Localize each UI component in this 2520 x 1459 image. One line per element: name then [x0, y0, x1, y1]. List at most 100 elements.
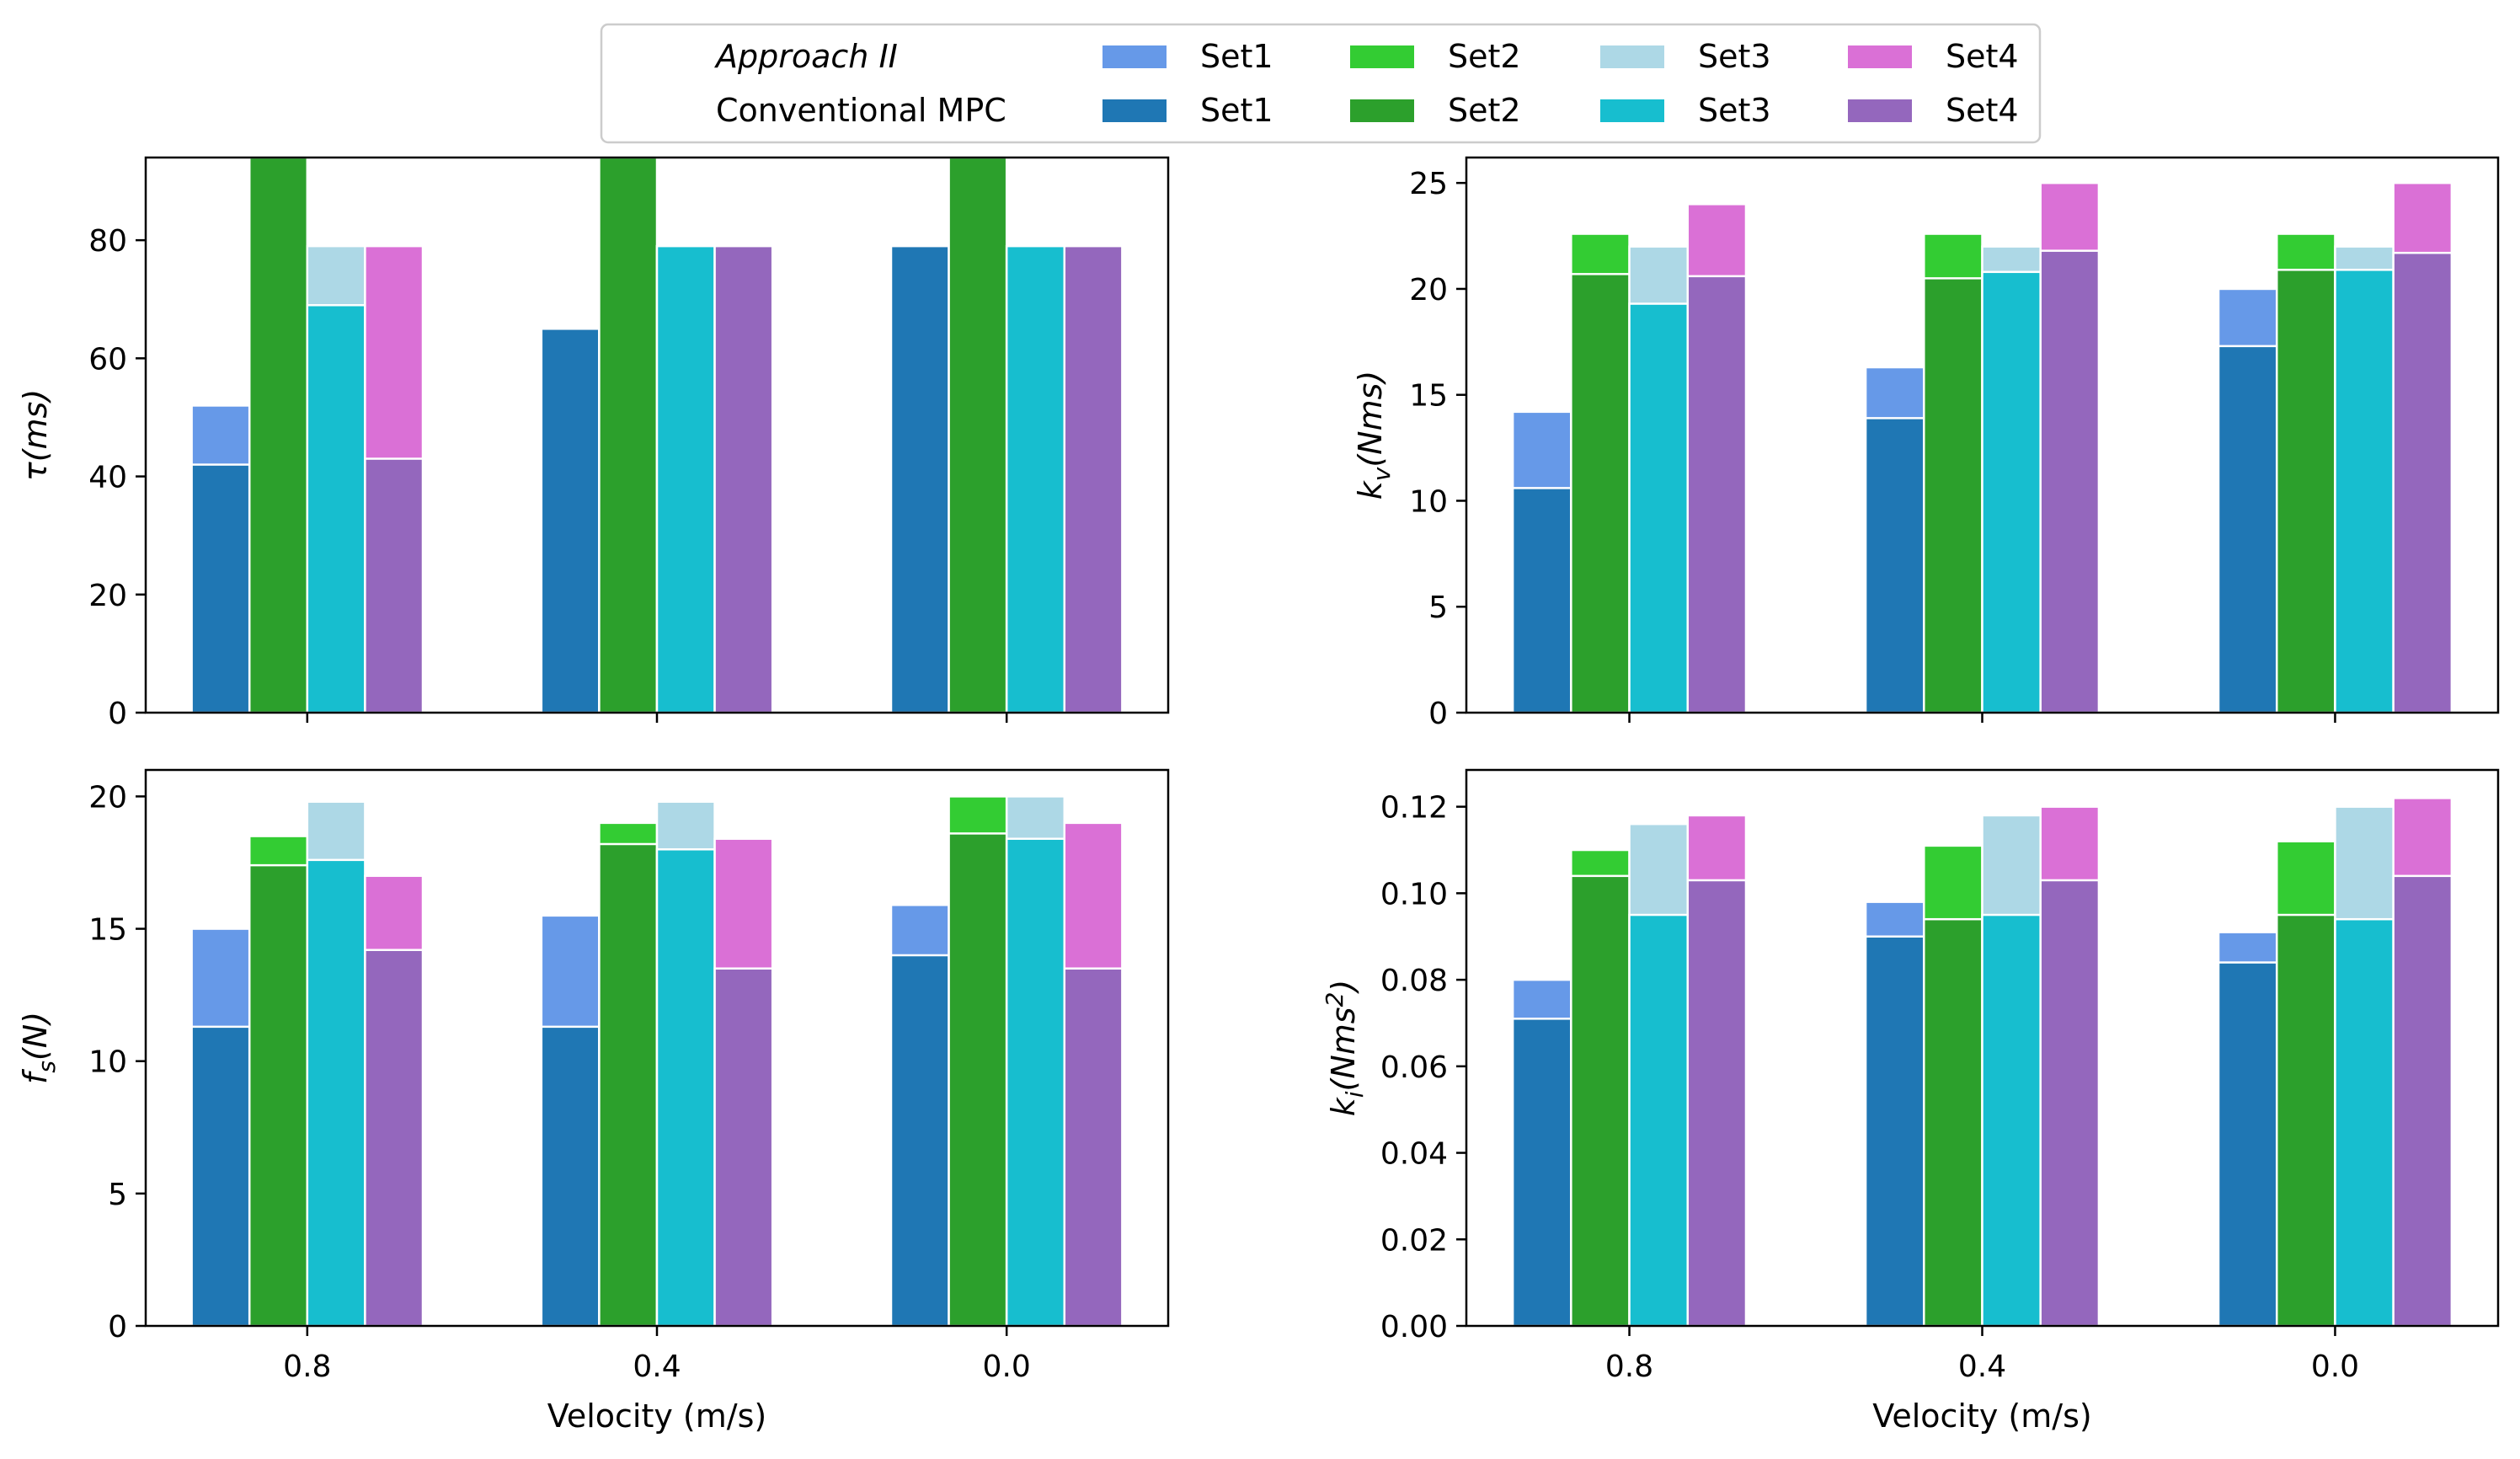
legend-swatch-approach-set2	[1350, 45, 1414, 68]
plot-frame	[1465, 156, 2500, 714]
bar-conventional-set1-0.8	[1511, 487, 1572, 713]
x-tick-label: 0.4	[633, 1349, 681, 1384]
x-tick-label: 0.8	[283, 1349, 331, 1384]
bar-conventional-set3-0.8	[306, 858, 366, 1326]
bar-conventional-set3-0.0	[2334, 269, 2395, 713]
y-tick-label: 0	[1428, 697, 1448, 731]
bar-conventional-set3-0.8	[1628, 302, 1690, 713]
y-tick-label: 60	[88, 342, 127, 377]
bar-conventional-set3-0.8	[306, 304, 366, 713]
bar-conventional-set3-0.4	[1981, 913, 2042, 1326]
y-tick-label: 0	[108, 1310, 127, 1344]
legend-conventional-label: Conventional MPC	[716, 92, 1006, 129]
bars	[1511, 181, 2453, 713]
y-axis-label: τ(ms)	[17, 389, 54, 481]
bar-conventional-set1-0.0	[2217, 961, 2278, 1326]
y-tick-label: 5	[1428, 591, 1448, 625]
bar-conventional-set2-0.4	[598, 158, 659, 713]
legend-swatch-conventional-set1	[1102, 99, 1167, 122]
chart-tau: 0 20 40 60 80 τ(ms)	[17, 156, 1170, 731]
bar-conventional-set2-0.8	[1570, 874, 1631, 1326]
legend-swatch-approach-set1	[1102, 45, 1167, 68]
x-tick-label: 0.0	[983, 1349, 1031, 1384]
x-tick-label: 0.8	[1605, 1349, 1653, 1384]
bar-conventional-set3-0.8	[1628, 913, 1690, 1326]
bar-conventional-set4-0.0	[1063, 244, 1124, 713]
x-axis-label: Velocity (m/s)	[547, 1398, 766, 1435]
legend-label-conventional-set2: Set2	[1448, 92, 1521, 129]
legend-label-approach-set1: Set1	[1200, 38, 1273, 75]
y-axis-label: ki(Nms2)	[1321, 980, 1369, 1117]
bar-conventional-set4-0.4	[2039, 249, 2101, 713]
plot-frame	[144, 156, 1170, 714]
x-axis-label: Velocity (m/s)	[1872, 1398, 2091, 1435]
legend-label-conventional-set1: Set1	[1200, 92, 1273, 129]
y-tick-label: 15	[88, 913, 127, 948]
bar-conventional-set4-0.0	[2392, 251, 2453, 713]
legend-entries: Set1 Set1 Set2 Set2 Set3 Set3 Set4 Set4	[1102, 38, 2019, 129]
bar-conventional-set4-0.4	[713, 244, 774, 713]
bar-conventional-set1-0.4	[1864, 935, 1925, 1326]
legend-label-conventional-set3: Set3	[1698, 92, 1771, 129]
y-tick-label: 5	[108, 1178, 127, 1212]
y-axis-label: kv(Nms)	[1352, 371, 1396, 500]
bar-conventional-set1-0.0	[889, 244, 950, 713]
y-tick-label: 10	[88, 1045, 127, 1080]
y-tick-label: 0.06	[1380, 1050, 1448, 1085]
x-tick-label: 0.0	[2311, 1349, 2359, 1384]
bar-conventional-set2-0.4	[1923, 277, 1983, 713]
bar-conventional-set2-0.0	[948, 158, 1008, 713]
y-tick-label: 0.12	[1380, 791, 1448, 826]
y-tick-label: 25	[1409, 167, 1448, 201]
y-tick-label: 20	[1409, 273, 1448, 307]
bar-conventional-set2-0.0	[948, 832, 1008, 1326]
bar-conventional-set3-0.4	[1981, 270, 2042, 713]
plot-frame	[1465, 768, 2500, 1328]
bar-conventional-set4-0.4	[2039, 879, 2101, 1326]
bar-conventional-set1-0.8	[1511, 1018, 1572, 1326]
bar-conventional-set4-0.8	[364, 949, 424, 1326]
y-tick-label: 15	[1409, 379, 1448, 414]
bar-conventional-set2-0.4	[1923, 917, 1983, 1326]
bar-conventional-set1-0.8	[190, 1025, 251, 1326]
y-tick-label: 10	[1409, 484, 1448, 519]
y-tick-label: 0.08	[1380, 964, 1448, 998]
bar-conventional-set4-0.8	[364, 457, 424, 713]
bar-conventional-set3-0.0	[2334, 917, 2395, 1326]
legend-swatch-conventional-set3	[1600, 99, 1664, 122]
bar-conventional-set4-0.8	[1686, 275, 1748, 713]
legend-label-approach-set4: Set4	[1946, 38, 2019, 75]
chart-fs: 0.8 0.4 0.0 0 5 10 15 20 fs(N) Velocity (m/s)	[17, 768, 1170, 1435]
bar-conventional-set1-0.4	[540, 328, 601, 713]
y-tick-label: 80	[88, 224, 127, 259]
bar-conventional-set4-0.8	[1686, 879, 1748, 1326]
bar-conventional-set1-0.0	[2217, 345, 2278, 713]
bar-conventional-set4-0.0	[1063, 967, 1124, 1326]
plot-frame	[144, 768, 1170, 1328]
bars	[190, 795, 1124, 1326]
bar-conventional-set2-0.4	[598, 842, 659, 1326]
legend: Approach II Conventional MPC Set1Set1Set…	[600, 23, 2042, 144]
bar-conventional-set4-0.0	[2392, 874, 2453, 1326]
bar-conventional-set2-0.0	[2275, 913, 2336, 1326]
y-tick-label: 0.10	[1380, 877, 1448, 911]
legend-label-conventional-set4: Set4	[1946, 92, 2019, 129]
bar-conventional-set1-0.0	[889, 954, 950, 1326]
legend-label-approach-set2: Set2	[1448, 38, 1521, 75]
y-tick-label: 20	[88, 579, 127, 613]
bar-conventional-set2-0.8	[1570, 273, 1631, 713]
bar-conventional-set3-0.0	[1005, 244, 1066, 713]
legend-frame	[600, 23, 2042, 144]
chart-kv: 0 5 10 15 20 25 kv(Nms)	[1352, 156, 2500, 731]
y-tick-label: 40	[88, 461, 127, 495]
bar-conventional-set4-0.4	[713, 967, 774, 1326]
y-tick-label: 0	[108, 697, 127, 731]
y-axis-label: fs(N)	[17, 1012, 61, 1084]
chart-ki: 0.8 0.4 0.0 0.00 0.02 0.04 0.06 0.08 0.10 0.12 ki(…	[1321, 768, 2500, 1435]
bar-conventional-set2-0.8	[248, 158, 309, 713]
bar-conventional-set2-0.0	[2275, 269, 2336, 713]
bars	[1511, 797, 2453, 1326]
bar-conventional-set3-0.4	[655, 848, 716, 1326]
y-tick-label: 0.00	[1380, 1310, 1448, 1344]
